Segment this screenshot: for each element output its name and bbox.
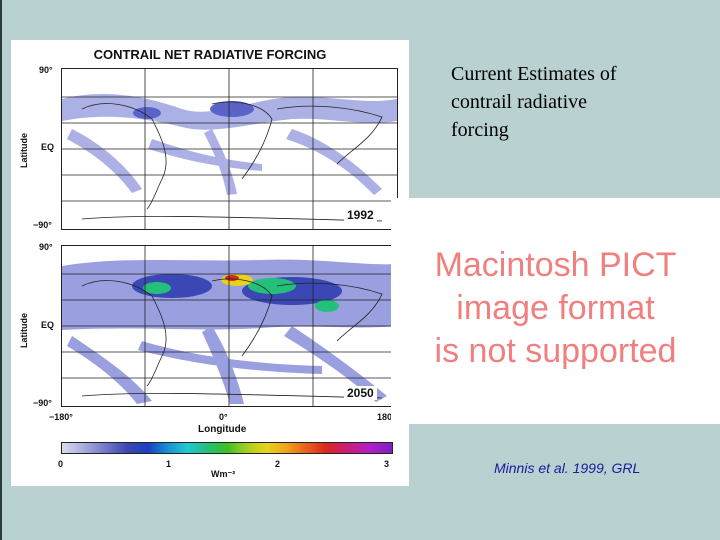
colorbar-tick-2: 2 [275, 459, 281, 469]
map-1992 [61, 68, 398, 230]
placeholder-line-3: is not supported [434, 332, 677, 370]
figure-title: CONTRAIL NET RADIATIVE FORCING [93, 47, 327, 62]
placeholder-line-1: Macintosh PICT [434, 246, 677, 284]
lat-tick-eq-top: EQ [41, 142, 55, 152]
contrail-forcing-figure: CONTRAIL NET RADIATIVE FORCING Latitude … [11, 40, 409, 486]
placeholder-line-2: image format [456, 289, 655, 327]
placeholder-message: Macintosh PICT image format is not suppo… [391, 244, 720, 373]
colorbar [61, 442, 393, 454]
slide-left-edge [0, 0, 2, 540]
colorbar-tick-3: 3 [384, 459, 390, 469]
lon-tick-0: 0° [219, 412, 228, 422]
latitude-axis-label-top: Latitude [19, 133, 29, 168]
map-2050-plot [62, 246, 397, 406]
colorbar-unit: Wm⁻² [211, 469, 236, 479]
citation: Minnis et al. 1999, GRL [494, 460, 641, 476]
lat-tick-m90-bottom: −90° [33, 398, 52, 408]
panel-year-2050: 2050 [344, 386, 377, 400]
latitude-axis-label-bottom: Latitude [19, 313, 29, 348]
colorbar-tick-1: 1 [166, 459, 172, 469]
slide-title-line-3: forcing [451, 119, 509, 141]
lon-tick-180: 180 [377, 412, 393, 422]
colorbar-tick-0: 0 [58, 459, 64, 469]
map-1992-plot [62, 69, 397, 229]
slide-title-line-1: Current Estimates of [451, 63, 617, 85]
lat-tick-90-top: 90° [39, 65, 53, 75]
slide-title-line-2: contrail radiative [451, 91, 588, 113]
unsupported-image-placeholder: Macintosh PICT image format is not suppo… [391, 198, 720, 424]
lat-tick-m90-top: −90° [33, 220, 52, 230]
slide-title: Current Estimates of contrail radiative … [451, 60, 701, 144]
panel-year-1992: 1992 [344, 208, 377, 222]
lat-tick-eq-bottom: EQ [41, 320, 55, 330]
lon-tick-m180: −180° [49, 412, 73, 422]
longitude-axis-label: Longitude [198, 424, 247, 435]
lat-tick-90-bottom: 90° [39, 242, 53, 252]
map-2050 [61, 245, 398, 407]
